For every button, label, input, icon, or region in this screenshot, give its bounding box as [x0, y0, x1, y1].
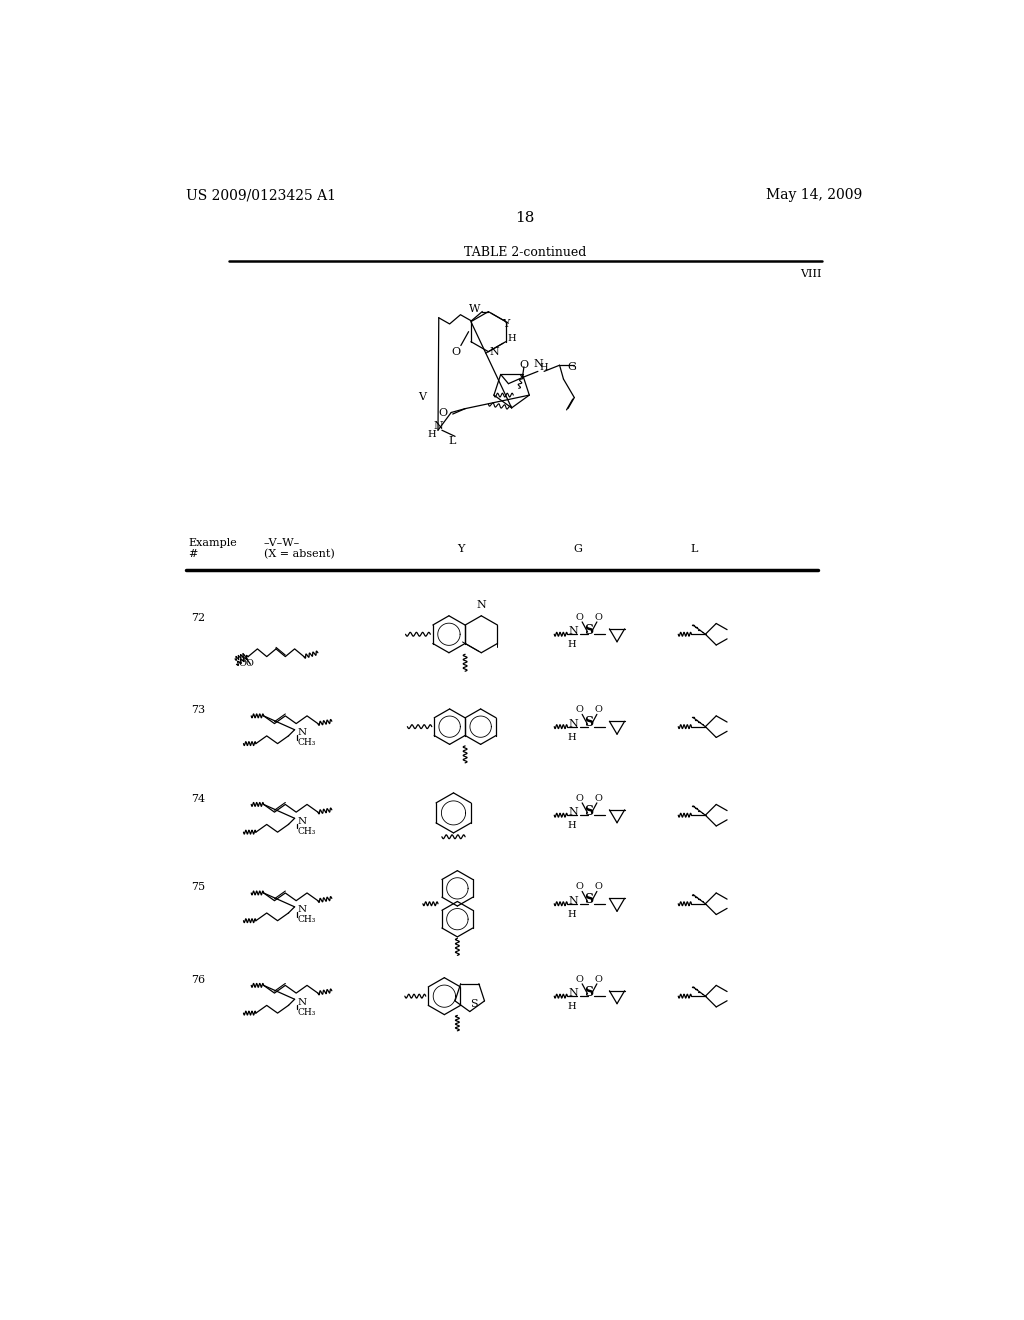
Text: US 2009/0123425 A1: US 2009/0123425 A1	[186, 189, 336, 202]
Text: Example: Example	[188, 539, 238, 548]
Text: O: O	[595, 705, 602, 714]
Text: CH₃: CH₃	[298, 916, 316, 924]
Text: N: N	[534, 359, 543, 368]
Text: #: #	[188, 549, 198, 560]
Text: H: H	[567, 733, 577, 742]
Text: 18: 18	[515, 211, 535, 226]
Text: S: S	[585, 805, 594, 818]
Text: N: N	[298, 906, 307, 915]
Text: O: O	[575, 974, 584, 983]
Text: H: H	[567, 909, 577, 919]
Text: 72: 72	[191, 612, 206, 623]
Text: S: S	[585, 624, 594, 638]
Text: N: N	[298, 729, 307, 738]
Text: O: O	[595, 882, 602, 891]
Text: N: N	[298, 998, 307, 1007]
Text: TABLE 2-continued: TABLE 2-continued	[464, 246, 586, 259]
Text: 75: 75	[191, 882, 206, 892]
Text: O: O	[246, 659, 254, 668]
Text: –V–W–: –V–W–	[263, 539, 300, 548]
Text: CH₃: CH₃	[298, 826, 316, 836]
Text: G: G	[567, 362, 577, 372]
Text: CH₃: CH₃	[298, 738, 316, 747]
Text: O: O	[575, 705, 584, 714]
Text: 73: 73	[191, 705, 206, 715]
Text: H: H	[540, 363, 549, 372]
Text: N: N	[568, 989, 578, 998]
Text: O: O	[595, 793, 602, 803]
Text: N: N	[433, 421, 442, 430]
Text: W: W	[469, 304, 480, 314]
Text: H: H	[567, 640, 577, 649]
Text: L: L	[449, 436, 456, 446]
Text: N: N	[568, 807, 578, 817]
Text: O: O	[575, 612, 584, 622]
Text: O: O	[439, 408, 447, 417]
Text: G: G	[573, 544, 582, 554]
Text: H: H	[427, 429, 436, 438]
Text: N: N	[568, 626, 578, 636]
Text: 76: 76	[191, 974, 206, 985]
Text: O: O	[519, 360, 528, 370]
Text: V: V	[419, 392, 427, 403]
Text: S: S	[585, 894, 594, 907]
Text: Y: Y	[458, 544, 465, 554]
Text: H: H	[567, 1002, 577, 1011]
Text: O: O	[575, 793, 584, 803]
Text: O: O	[452, 347, 461, 356]
Text: L: L	[690, 544, 697, 554]
Text: May 14, 2009: May 14, 2009	[766, 189, 862, 202]
Text: N: N	[489, 347, 500, 356]
Text: S: S	[585, 717, 594, 730]
Text: O: O	[595, 974, 602, 983]
Text: CH₃: CH₃	[298, 1008, 316, 1016]
Text: H: H	[567, 821, 577, 830]
Text: H: H	[508, 334, 516, 343]
Text: N: N	[568, 718, 578, 729]
Text: O: O	[239, 659, 247, 668]
Text: N: N	[476, 599, 486, 610]
Text: 74: 74	[191, 793, 206, 804]
Text: O: O	[595, 612, 602, 622]
Text: (X = absent): (X = absent)	[263, 549, 335, 560]
Text: O: O	[575, 882, 584, 891]
Text: N: N	[298, 817, 307, 826]
Text: N: N	[568, 896, 578, 906]
Text: S: S	[585, 986, 594, 999]
Text: Y: Y	[502, 319, 510, 329]
Text: S: S	[471, 999, 478, 1008]
Text: VIII: VIII	[800, 268, 821, 279]
